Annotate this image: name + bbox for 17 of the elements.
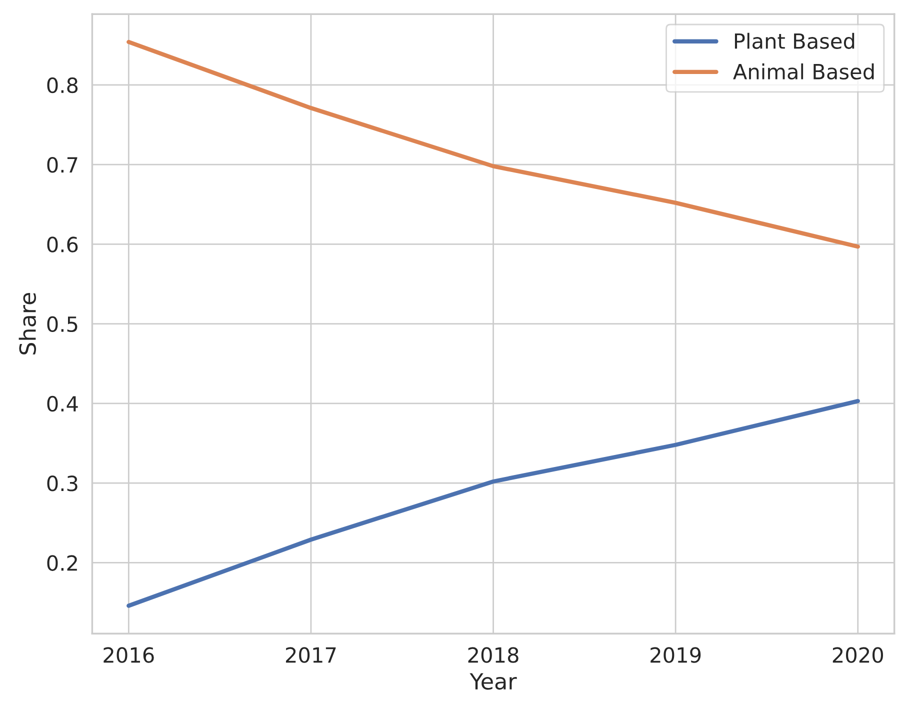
x-axis-title: Year: [470, 673, 517, 690]
x-tick-label: 2020: [832, 647, 884, 663]
x-tick-label: 2016: [104, 647, 154, 663]
legend-label: Animal Based: [733, 63, 874, 80]
y-tick-label: 0.8: [47, 77, 78, 94]
y-tick-label: 0.5: [47, 316, 78, 332]
line-series: [126, 398, 860, 608]
x-tick-label: 2019: [650, 647, 701, 663]
y-tick-label: 0.2: [47, 555, 77, 571]
y-tick-label: 0.6: [47, 236, 78, 252]
legend-label: Plant Based: [734, 32, 854, 49]
y-tick-label: 0.7: [47, 157, 78, 173]
x-tick-label: 2018: [468, 647, 518, 663]
y-tick-label: 0.3: [47, 476, 78, 492]
y-tick-label: 0.4: [47, 396, 78, 412]
y-axis-title: Share: [18, 292, 36, 354]
x-tick-label: 2017: [286, 647, 336, 663]
